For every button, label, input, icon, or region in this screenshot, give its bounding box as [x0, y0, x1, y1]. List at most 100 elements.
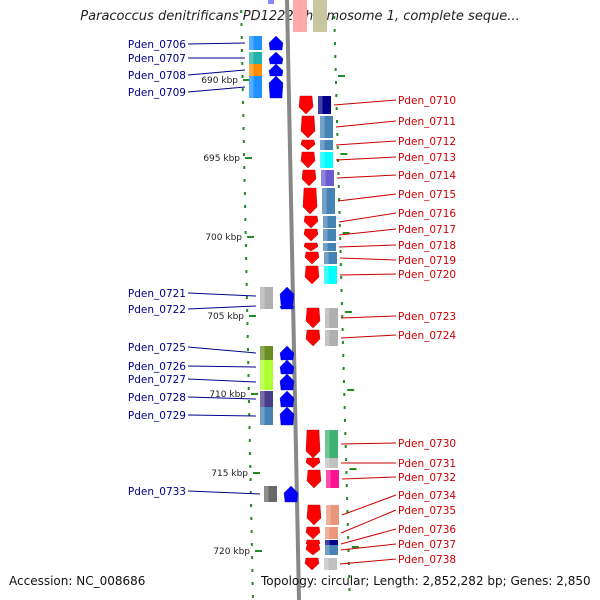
guide-dot: [344, 432, 347, 435]
gene-arrow-reverse: [306, 504, 322, 526]
guide-dot: [250, 530, 253, 533]
cog-box: [260, 391, 273, 407]
guide-dot: [344, 419, 347, 422]
cog-box: [260, 374, 273, 390]
gene-arrow-forward: [268, 35, 284, 51]
guide-dot: [251, 595, 254, 598]
gene-arrow-reverse: [303, 228, 319, 242]
guide-dot: [251, 569, 254, 572]
gene-arrow-reverse: [302, 187, 318, 215]
leader-line: [187, 414, 257, 417]
leader-line: [333, 99, 397, 106]
gene-arrow-reverse: [301, 169, 317, 187]
cog-box-highlight: [323, 229, 328, 241]
cog-box: [260, 287, 273, 305]
scale-tick-label: 690 kbp: [201, 76, 238, 86]
cog-box: [320, 116, 333, 138]
gene-label-right: Pden_0719: [398, 255, 456, 267]
guide-dot: [340, 289, 343, 292]
guide-dot: [243, 192, 246, 195]
guide-dot: [240, 49, 243, 52]
guide-dot: [338, 211, 341, 214]
cog-box: [264, 486, 277, 502]
leader-line: [339, 257, 397, 261]
cog-box: [326, 470, 339, 488]
cog-box: [325, 308, 338, 328]
cog-box-highlight: [260, 360, 265, 374]
leader-line: [340, 315, 397, 319]
cog-box-highlight: [324, 266, 329, 284]
leader-line: [338, 244, 397, 248]
cog-box-highlight: [323, 243, 328, 251]
gene-arrow-reverse: [305, 307, 321, 329]
cog-box: [325, 430, 338, 458]
guide-dot: [250, 543, 253, 546]
guide-dot: [240, 10, 243, 13]
gene-label-left: Pden_0721: [128, 288, 186, 300]
guide-dot: [245, 283, 248, 286]
gene-arrow-forward: [268, 63, 284, 77]
gene-label-right: Pden_0731: [398, 458, 456, 470]
guide-dot: [243, 179, 246, 182]
guide-dot: [336, 146, 339, 149]
cog-box-highlight: [249, 52, 254, 64]
guide-dot: [336, 120, 339, 123]
guide-dot: [348, 588, 351, 591]
cog-box-highlight: [325, 540, 330, 548]
cog-box: [320, 152, 333, 168]
leader-line: [338, 228, 397, 236]
cog-box: [320, 140, 333, 150]
gene-arrow-reverse: [306, 469, 322, 489]
guide-dot: [249, 478, 252, 481]
guide-dot: [345, 458, 348, 461]
guide-dot: [246, 309, 249, 312]
leader-line: [337, 193, 397, 202]
guide-dot: [341, 328, 344, 331]
gene-arrow-reverse: [300, 151, 316, 169]
guide-dot: [247, 387, 250, 390]
cog-box-highlight: [260, 407, 265, 425]
leader-line: [341, 476, 397, 480]
cog-box-highlight: [320, 116, 325, 138]
guide-dot: [250, 517, 253, 520]
guide-dot: [333, 16, 336, 19]
guide-dot: [242, 127, 245, 130]
leader-line: [187, 86, 246, 93]
gene-label-right: Pden_0714: [398, 170, 456, 182]
gene-label-right: Pden_0717: [398, 224, 456, 236]
cog-box-highlight: [320, 152, 325, 168]
cog-boxes: [249, 0, 339, 570]
guide-dot: [345, 471, 348, 474]
guide-dot: [245, 296, 248, 299]
guide-dot: [246, 348, 249, 351]
cog-box: [325, 540, 338, 548]
cog-box-highlight: [264, 486, 269, 502]
cog-box: [323, 243, 336, 251]
gene-arrow-forward: [283, 485, 299, 503]
cog-box: [325, 545, 338, 555]
gene-label-left: Pden_0729: [128, 410, 186, 422]
gene-arrow-reverse: [303, 215, 319, 229]
cog-box: [249, 76, 262, 98]
gene-arrow-forward: [279, 406, 295, 426]
accession-text: Accession: NC_008686: [9, 574, 146, 588]
gene-label-right: Pden_0715: [398, 189, 456, 201]
guide-dot: [251, 556, 254, 559]
guide-dot: [342, 380, 345, 383]
leader-line: [339, 273, 397, 276]
scale-tick-label: 695 kbp: [203, 154, 240, 164]
cog-box: [260, 407, 273, 425]
gene-arrow-partial: [268, 0, 274, 4]
leader-line: [339, 558, 397, 565]
gene-label-right: Pden_0736: [398, 524, 456, 536]
leader-line: [340, 509, 397, 534]
leader-line: [187, 396, 257, 400]
guide-dot: [248, 400, 250, 403]
guide-dot: [248, 413, 251, 416]
cog-box-highlight: [249, 76, 254, 98]
guide-dot: [245, 257, 248, 260]
guide-dot: [337, 159, 340, 162]
leader-line: [187, 69, 246, 76]
guide-dot: [244, 231, 247, 234]
cog-box: [323, 216, 336, 228]
